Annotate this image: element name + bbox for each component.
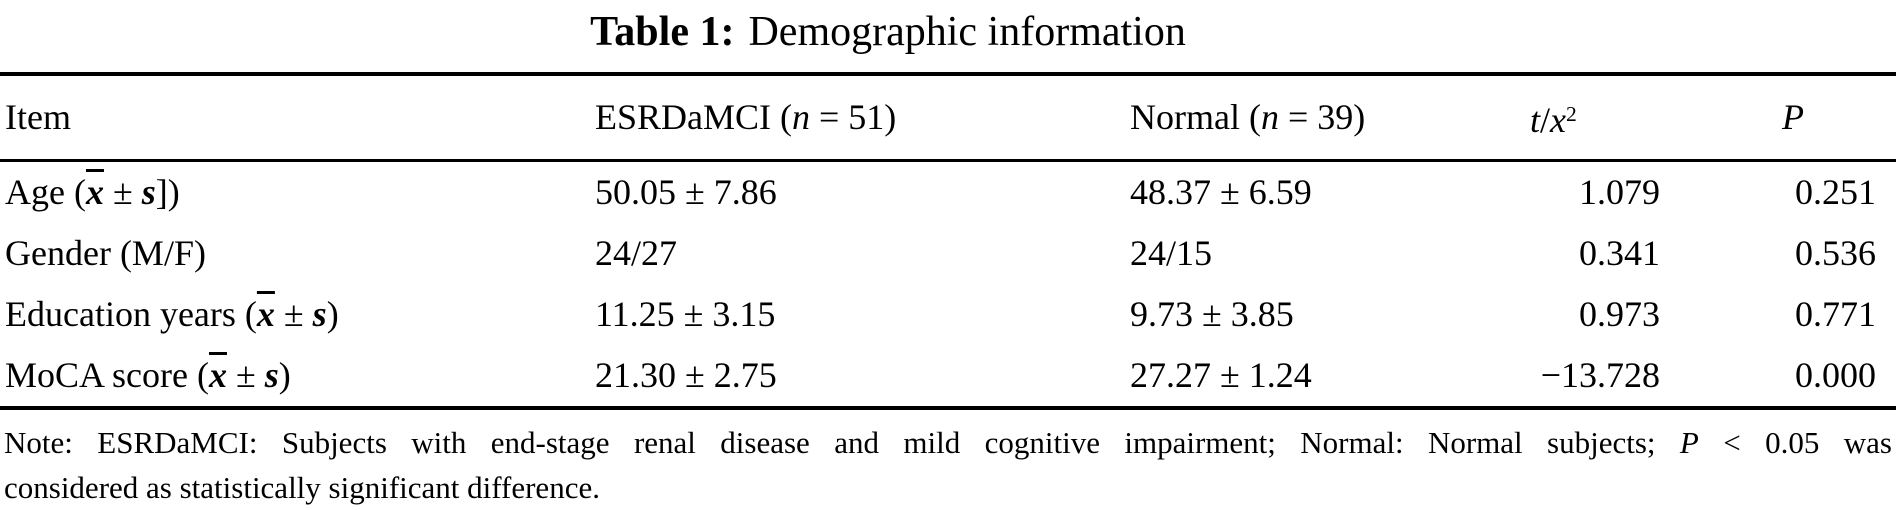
text-segment: s <box>141 171 156 212</box>
cell-item: Age (x ± s]) <box>0 160 595 223</box>
text-segment: 0.536 <box>1795 232 1876 273</box>
text-segment: MoCA score ( <box>5 354 209 395</box>
table-caption-text: Demographic information <box>748 9 1186 55</box>
text-segment: Gender (M/F) <box>5 232 206 273</box>
cell-esrdamci-group: 50.05 ± 7.86 <box>595 160 1130 223</box>
text-segment: 27.27 ± 1.24 <box>1130 354 1312 395</box>
text-segment: 0.251 <box>1795 171 1876 212</box>
cell-t-x2-statistic: 0.341 <box>1530 223 1690 284</box>
text-segment: 24/15 <box>1130 232 1213 273</box>
text-segment: 0.771 <box>1795 293 1876 334</box>
text-segment: Education years ( <box>5 293 257 334</box>
cell-normal-group: 9.73 ± 3.85 <box>1130 284 1530 345</box>
table-row: Age (x ± s]) 50.05 ± 7.86 48.37 ± 6.59 1.07… <box>0 160 1896 223</box>
cell-p-value: 0.251 <box>1690 160 1896 223</box>
text-segment: s <box>264 354 279 395</box>
text-segment: x <box>256 293 275 334</box>
text-segment: 50.05 ± 7.86 <box>595 171 777 212</box>
cell-normal-group: 24/15 <box>1130 223 1530 284</box>
cell-t-x2-statistic: −13.728 <box>1530 345 1690 408</box>
demographics-table: Item ESRDaMCI (n = 51) Normal (n = 39) t/x2… <box>0 72 1896 410</box>
text-segment: x <box>85 171 104 212</box>
text-segment: P <box>1782 96 1804 137</box>
table-note-line-1: Note: ESRDaMCI: Subjects with end-stage … <box>4 420 1892 465</box>
column-header-t-x2-statistic: t/x2 <box>1530 74 1690 162</box>
text-segment: 0.000 <box>1795 354 1876 395</box>
table-caption: Table 1: Demographic information <box>0 0 1776 72</box>
text-segment: Note: ESRDaMCI: Subjects with end-stage … <box>4 424 1680 460</box>
text-segment: = 39) <box>1278 96 1366 137</box>
cell-item: Gender (M/F) <box>0 223 595 284</box>
cell-esrdamci-group: 24/27 <box>595 223 1130 284</box>
cell-t-x2-statistic: 1.079 <box>1530 160 1690 223</box>
table-header-row: Item ESRDaMCI (n = 51) Normal (n = 39) t/x2… <box>0 74 1896 162</box>
text-segment: ) <box>326 293 339 334</box>
cell-normal-group: 27.27 ± 1.24 <box>1130 345 1530 408</box>
table-note: Note: ESRDaMCI: Subjects with end-stage … <box>0 410 1896 510</box>
cell-normal-group: 48.37 ± 6.59 <box>1130 160 1530 223</box>
column-header-p-value: P <box>1690 74 1896 162</box>
text-segment: −13.728 <box>1540 354 1660 395</box>
text-segment: s <box>312 293 327 334</box>
text-segment: ) <box>278 354 291 395</box>
text-segment: 0.341 <box>1579 232 1660 273</box>
text-segment: / <box>1540 99 1551 140</box>
text-segment: P <box>1679 424 1699 460</box>
table-row: MoCA score (x ± s) 21.30 ± 2.75 27.27 ± 1.… <box>0 345 1896 408</box>
text-segment: 2 <box>1566 102 1577 126</box>
text-segment: x <box>1550 99 1567 140</box>
text-segment: n <box>792 96 810 137</box>
table-note-line-2: considered as statistically significant … <box>4 465 1892 510</box>
cell-item: MoCA score (x ± s) <box>0 345 595 408</box>
text-segment: 1.079 <box>1579 171 1660 212</box>
column-header-esrdamci-group: ESRDaMCI (n = 51) <box>595 74 1130 162</box>
text-segment: 11.25 ± 3.15 <box>595 293 776 334</box>
cell-esrdamci-group: 21.30 ± 2.75 <box>595 345 1130 408</box>
text-segment: ]) <box>155 171 180 212</box>
cell-p-value: 0.536 <box>1690 223 1896 284</box>
text-segment: 0.973 <box>1579 293 1660 334</box>
table-row: Education years (x ± s) 11.25 ± 3.15 9.73 … <box>0 284 1896 345</box>
text-segment: 24/27 <box>595 232 678 273</box>
text-segment: 21.30 ± 2.75 <box>595 354 777 395</box>
cell-esrdamci-group: 11.25 ± 3.15 <box>595 284 1130 345</box>
cell-t-x2-statistic: 0.973 <box>1530 284 1690 345</box>
column-header-normal-group: Normal (n = 39) <box>1130 74 1530 162</box>
cell-p-value: 0.000 <box>1690 345 1896 408</box>
text-segment: ± <box>226 354 265 395</box>
column-header-item: Item <box>0 74 595 162</box>
cell-item: Education years (x ± s) <box>0 284 595 345</box>
text-segment: ± <box>103 171 142 212</box>
table-caption-label: Table 1: <box>590 9 735 55</box>
text-segment: Age ( <box>5 171 86 212</box>
text-segment: 48.37 ± 6.59 <box>1130 171 1312 212</box>
text-segment: t <box>1530 99 1541 140</box>
text-segment: ESRDaMCI ( <box>595 96 792 137</box>
text-segment: x <box>208 354 227 395</box>
text-segment: n <box>1260 96 1279 137</box>
text-segment: 9.73 ± 3.85 <box>1130 293 1294 334</box>
text-segment: = 51) <box>810 96 897 137</box>
text-segment: ± <box>274 293 313 334</box>
text-segment: Normal ( <box>1130 96 1261 137</box>
text-segment: < 0.05 was <box>1698 424 1892 460</box>
text-segment: Item <box>5 96 71 137</box>
text-segment: considered as statistically significant … <box>4 469 600 505</box>
cell-p-value: 0.771 <box>1690 284 1896 345</box>
table-row: Gender (M/F) 24/27 24/15 0.341 0.536 <box>0 223 1896 284</box>
